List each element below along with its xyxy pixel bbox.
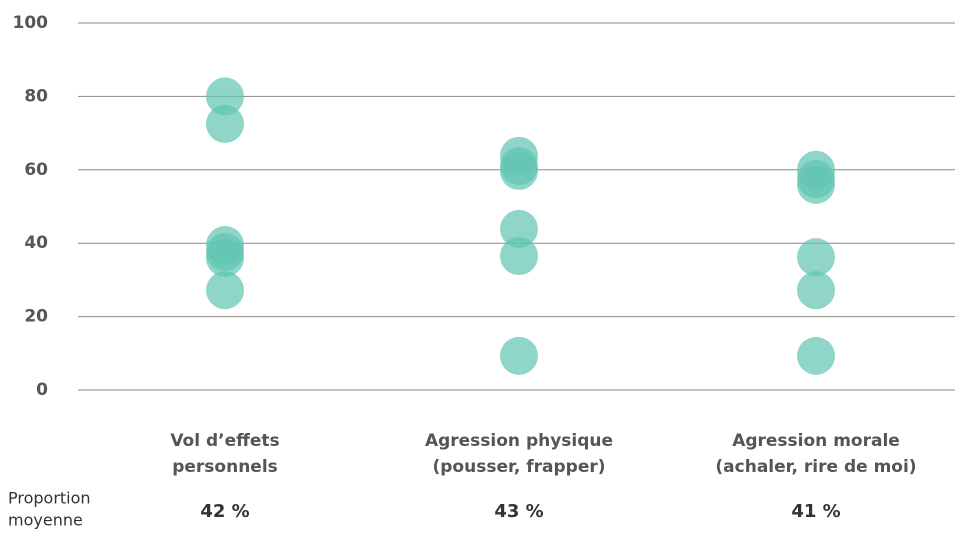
row-label: Proportion: [8, 489, 91, 508]
x-tick-label: personnels: [172, 457, 278, 477]
y-tick-label: 60: [24, 160, 48, 180]
row-value: 42 %: [200, 501, 249, 522]
dot: [206, 238, 244, 277]
dot: [206, 104, 244, 143]
row-label: moyenne: [8, 511, 83, 530]
dot: [797, 336, 835, 375]
dot: [500, 336, 538, 375]
y-tick-label: 0: [36, 380, 48, 400]
dot: [797, 165, 835, 204]
dot: [500, 151, 538, 190]
row-value: 43 %: [494, 501, 543, 522]
y-tick-label: 100: [13, 13, 49, 33]
dot: [500, 209, 538, 248]
x-tick-label: Agression morale: [732, 431, 900, 451]
dot: [206, 271, 244, 310]
dot: [797, 238, 835, 277]
dot: [500, 237, 538, 276]
y-tick-label: 20: [24, 307, 48, 327]
x-tick-label: Agression physique: [425, 431, 613, 451]
dot: [206, 77, 244, 116]
row-value: 41 %: [791, 501, 840, 522]
y-tick-label: 40: [24, 233, 48, 253]
y-tick-label: 80: [24, 86, 48, 106]
x-tick-label: (achaler, rire de moi): [715, 457, 916, 477]
x-tick-label: (pousser, frapper): [432, 457, 605, 477]
dot: [797, 271, 835, 310]
x-tick-label: Vol d’effets: [170, 431, 279, 451]
